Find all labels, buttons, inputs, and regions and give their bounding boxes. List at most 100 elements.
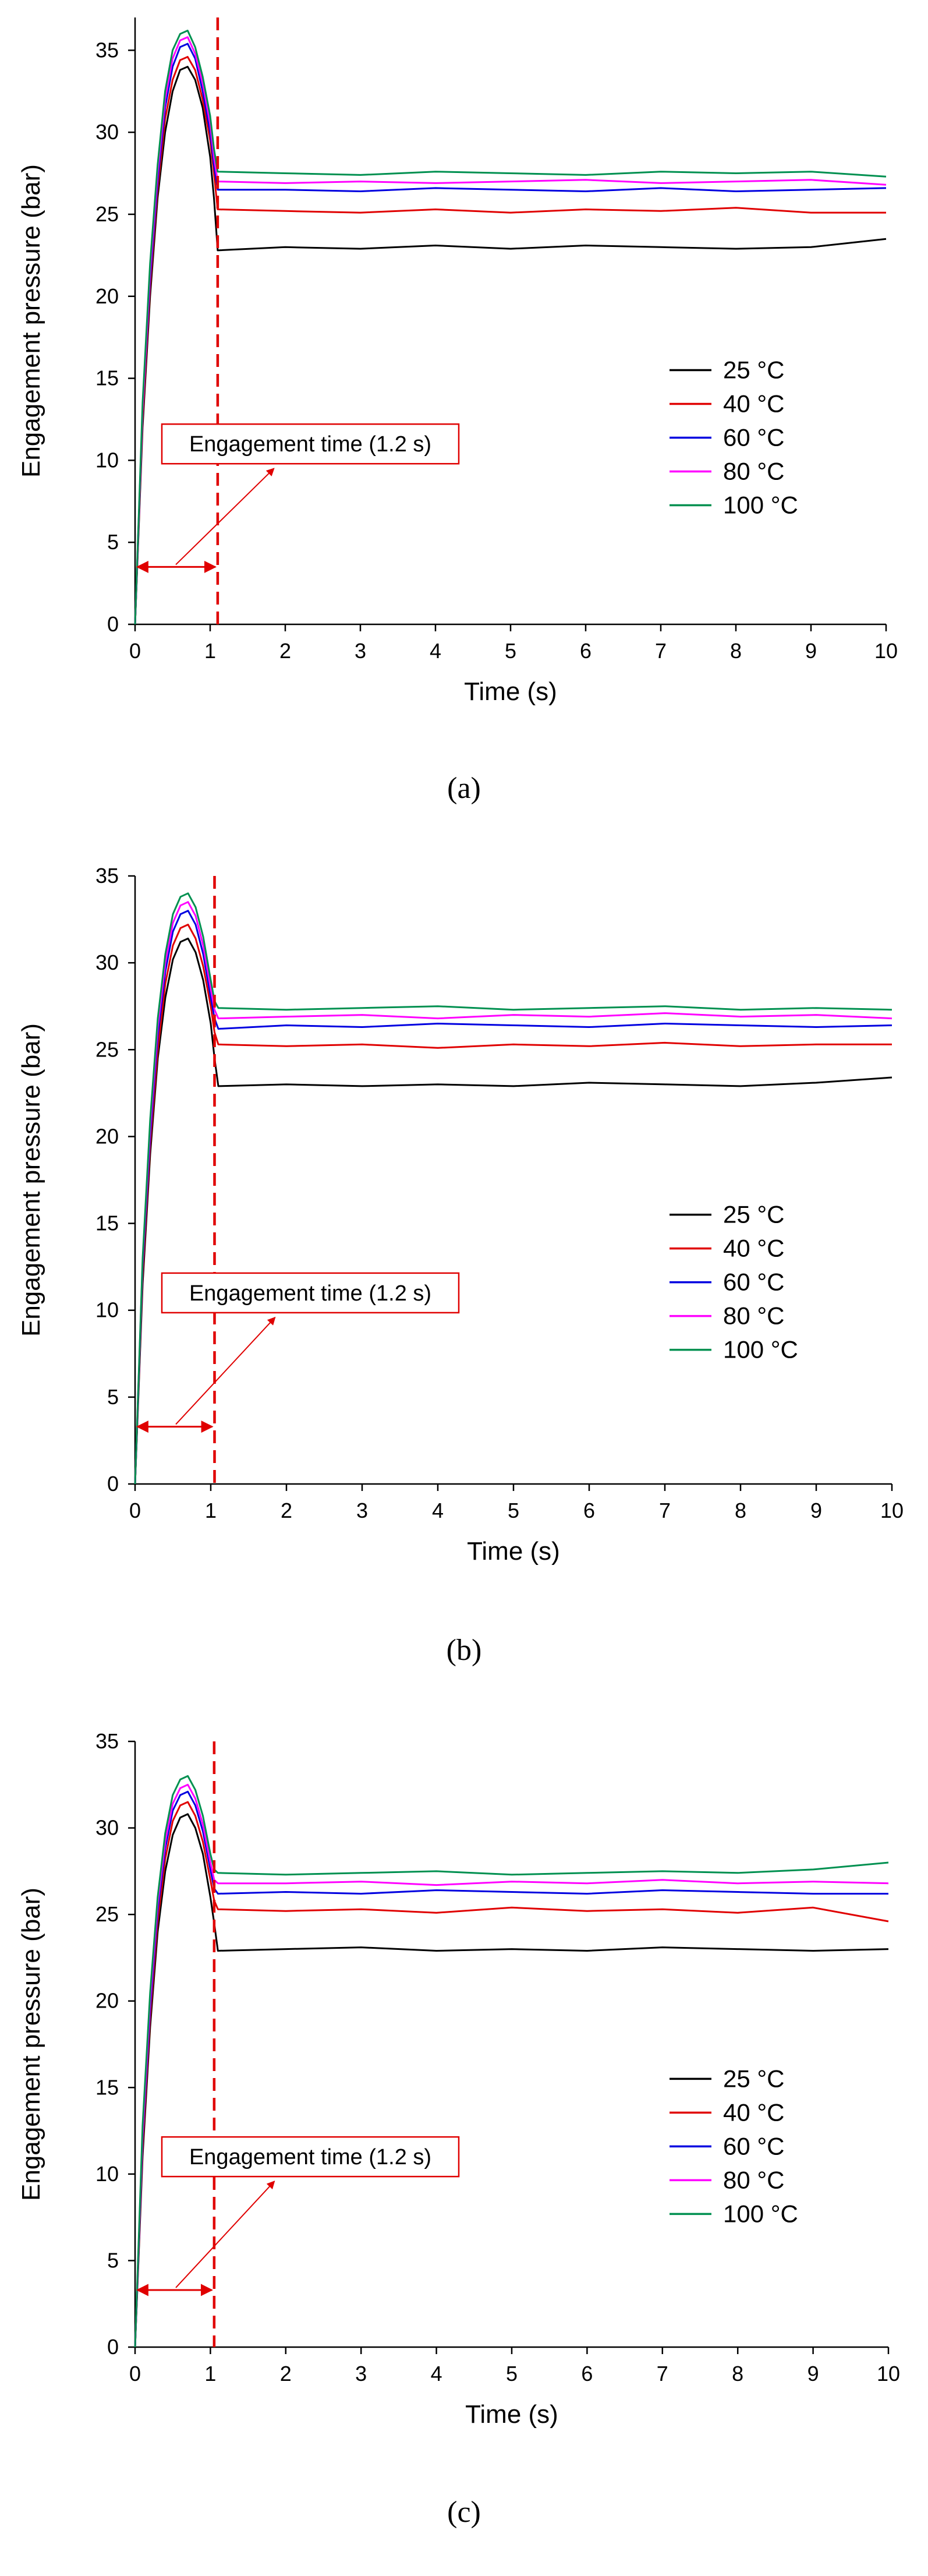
y-tick-label: 15 <box>95 1211 119 1235</box>
x-tick-label: 9 <box>810 1499 822 1522</box>
series-line-80c <box>134 1783 889 2348</box>
annotation-text: Engagement time (1.2 s) <box>189 1281 431 1306</box>
y-tick-label: 25 <box>95 1902 119 1926</box>
series-line-60c <box>134 910 892 1485</box>
legend-label: 40 °C <box>723 2098 785 2126</box>
series-line-25c <box>134 1813 889 2348</box>
x-tick-label: 4 <box>430 639 441 663</box>
x-tick-label: 5 <box>505 639 516 663</box>
x-tick-label: 8 <box>735 1499 746 1522</box>
y-tick-label: 5 <box>107 2248 119 2272</box>
x-axis-title: Time (s) <box>465 2400 558 2429</box>
legend-label: 100 °C <box>723 491 798 518</box>
legend-label: 40 °C <box>723 1235 785 1262</box>
x-tick-label: 4 <box>432 1499 444 1522</box>
panel-label: (a) <box>447 772 481 805</box>
series-line-100c <box>134 1775 889 2348</box>
series-line-80c <box>134 901 892 1485</box>
x-tick-label: 0 <box>129 1499 141 1522</box>
annotation-text: Engagement time (1.2 s) <box>189 432 431 457</box>
annotation-pointer <box>175 1316 276 1425</box>
series-line-40c <box>134 56 886 625</box>
series-line-40c <box>134 924 892 1485</box>
x-tick-label: 2 <box>281 1499 292 1522</box>
x-tick-label: 7 <box>655 639 667 663</box>
y-tick-label: 35 <box>95 1729 119 1753</box>
x-tick-label: 0 <box>129 2362 141 2386</box>
x-tick-label: 1 <box>204 639 216 663</box>
y-tick-label: 30 <box>95 1816 119 1840</box>
series-line-100c <box>134 892 892 1485</box>
series-line-25c <box>134 937 892 1485</box>
y-tick-label: 5 <box>107 530 119 554</box>
annotation-box <box>161 423 460 465</box>
legend-label: 25 °C <box>723 356 785 383</box>
x-tick-label: 5 <box>506 2362 518 2386</box>
chart-panel-2: 0 1 2 3 4 5 6 7 8 9 10 0 5 10 15 20 25 30 35 Time (s) Engage… <box>17 864 904 1667</box>
series-line-100c <box>134 30 887 625</box>
x-tick-label: 9 <box>805 639 817 663</box>
x-tick-label: 8 <box>732 2362 743 2386</box>
x-tick-label: 3 <box>355 2362 367 2386</box>
y-tick-label: 15 <box>95 366 119 390</box>
x-tick-label: 9 <box>807 2362 819 2386</box>
y-tick-label: 20 <box>95 1124 119 1148</box>
legend-label: 40 °C <box>723 390 785 417</box>
legend-label: 80 °C <box>723 457 785 485</box>
chart-panel-3: 0 1 2 3 4 5 6 7 8 9 10 0 5 10 15 20 25 30 35 Time (s) Engage… <box>17 1729 900 2529</box>
y-tick-label: 0 <box>107 2335 119 2359</box>
x-tick-label: 5 <box>508 1499 519 1522</box>
y-tick-label: 20 <box>95 284 119 308</box>
x-tick-label: 8 <box>730 639 742 663</box>
annotation-box <box>161 2136 460 2178</box>
legend-label: 60 °C <box>723 423 785 451</box>
legend-label: 100 °C <box>723 2200 798 2227</box>
series-line-80c <box>134 36 887 625</box>
legend-label: 80 °C <box>723 2166 785 2193</box>
x-axis-title: Time (s) <box>467 1537 560 1566</box>
legend-label: 60 °C <box>723 2132 785 2160</box>
y-tick-label: 30 <box>95 950 119 974</box>
y-axis-title: Engagement pressure (bar) <box>17 1888 45 2201</box>
x-tick-label: 4 <box>431 2362 442 2386</box>
x-tick-label: 3 <box>356 1499 368 1522</box>
y-tick-label: 25 <box>95 202 119 226</box>
x-tick-label: 2 <box>280 2362 292 2386</box>
annotation-text: Engagement time (1.2 s) <box>189 2145 431 2169</box>
y-tick-label: 35 <box>95 864 119 888</box>
x-axis-title: Time (s) <box>464 677 557 706</box>
x-tick-label: 0 <box>129 639 141 663</box>
y-tick-label: 35 <box>95 38 119 62</box>
annotation-pointer <box>175 468 275 566</box>
y-tick-label: 0 <box>107 1472 119 1496</box>
legend-label: 25 °C <box>723 1201 785 1228</box>
x-tick-label: 6 <box>581 2362 593 2386</box>
panel-label: (b) <box>447 1634 482 1667</box>
x-tick-label: 6 <box>580 639 591 663</box>
x-tick-label: 1 <box>205 1499 217 1522</box>
annotation-box <box>161 1272 460 1314</box>
x-tick-label: 10 <box>877 2362 900 2386</box>
series-line-25c <box>134 66 887 625</box>
x-tick-label: 10 <box>874 639 898 663</box>
y-tick-label: 0 <box>107 612 119 636</box>
legend-label: 100 °C <box>723 1336 798 1363</box>
y-tick-label: 30 <box>95 120 119 144</box>
y-tick-label: 10 <box>95 448 119 472</box>
panel-label: (c) <box>447 2496 481 2529</box>
x-tick-label: 7 <box>659 1499 671 1522</box>
series-line-60c <box>134 43 887 625</box>
annotation-pointer <box>175 2181 275 2288</box>
x-tick-label: 3 <box>355 639 366 663</box>
y-tick-label: 15 <box>95 2075 119 2099</box>
y-tick-label: 10 <box>95 1298 119 1322</box>
y-tick-label: 25 <box>95 1037 119 1061</box>
y-tick-label: 10 <box>95 2162 119 2186</box>
y-axis-title: Engagement pressure (bar) <box>17 1023 45 1337</box>
legend-label: 80 °C <box>723 1302 785 1330</box>
y-tick-label: 5 <box>107 1385 119 1409</box>
x-tick-label: 1 <box>204 2362 216 2386</box>
x-tick-label: 6 <box>583 1499 595 1522</box>
x-tick-label: 2 <box>279 639 291 663</box>
